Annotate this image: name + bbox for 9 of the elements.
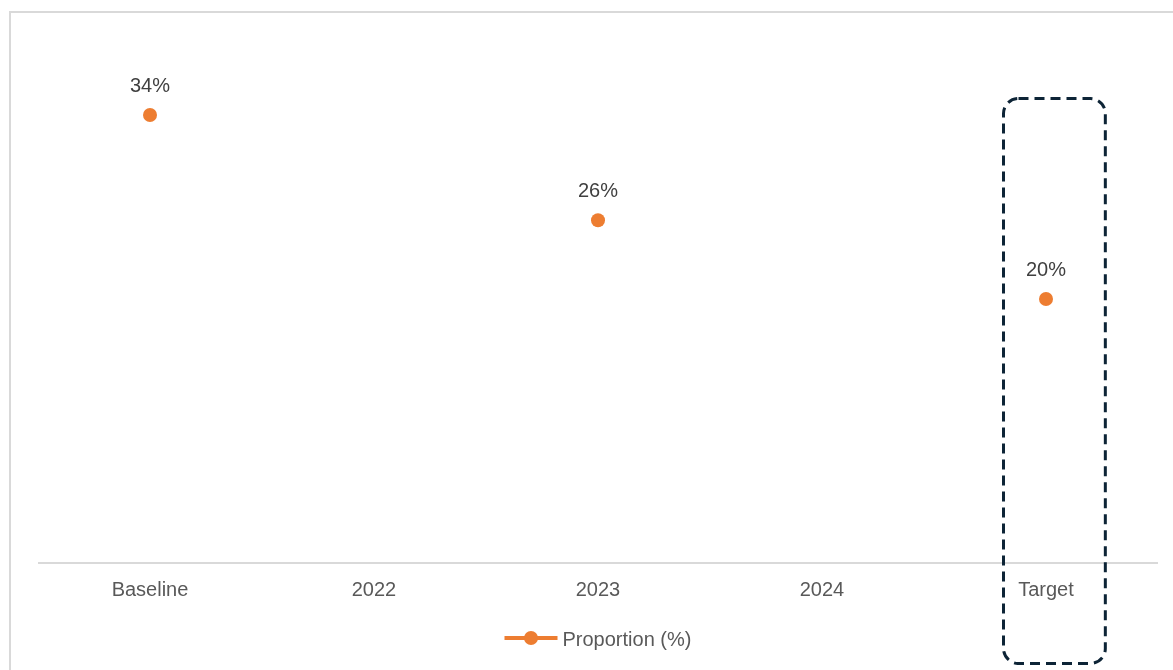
data-label: 34% bbox=[130, 74, 171, 96]
x-tick-label: 2024 bbox=[799, 578, 845, 600]
data-label: 20% bbox=[1026, 258, 1067, 280]
data-label: 26% bbox=[578, 179, 619, 201]
x-tick-label: 2022 bbox=[351, 578, 397, 600]
x-tick-label: Target bbox=[1018, 578, 1075, 600]
legend-label: Proportion (%) bbox=[562, 627, 692, 650]
x-tick-label: 2023 bbox=[575, 578, 621, 600]
x-tick-label: Baseline bbox=[111, 578, 189, 600]
